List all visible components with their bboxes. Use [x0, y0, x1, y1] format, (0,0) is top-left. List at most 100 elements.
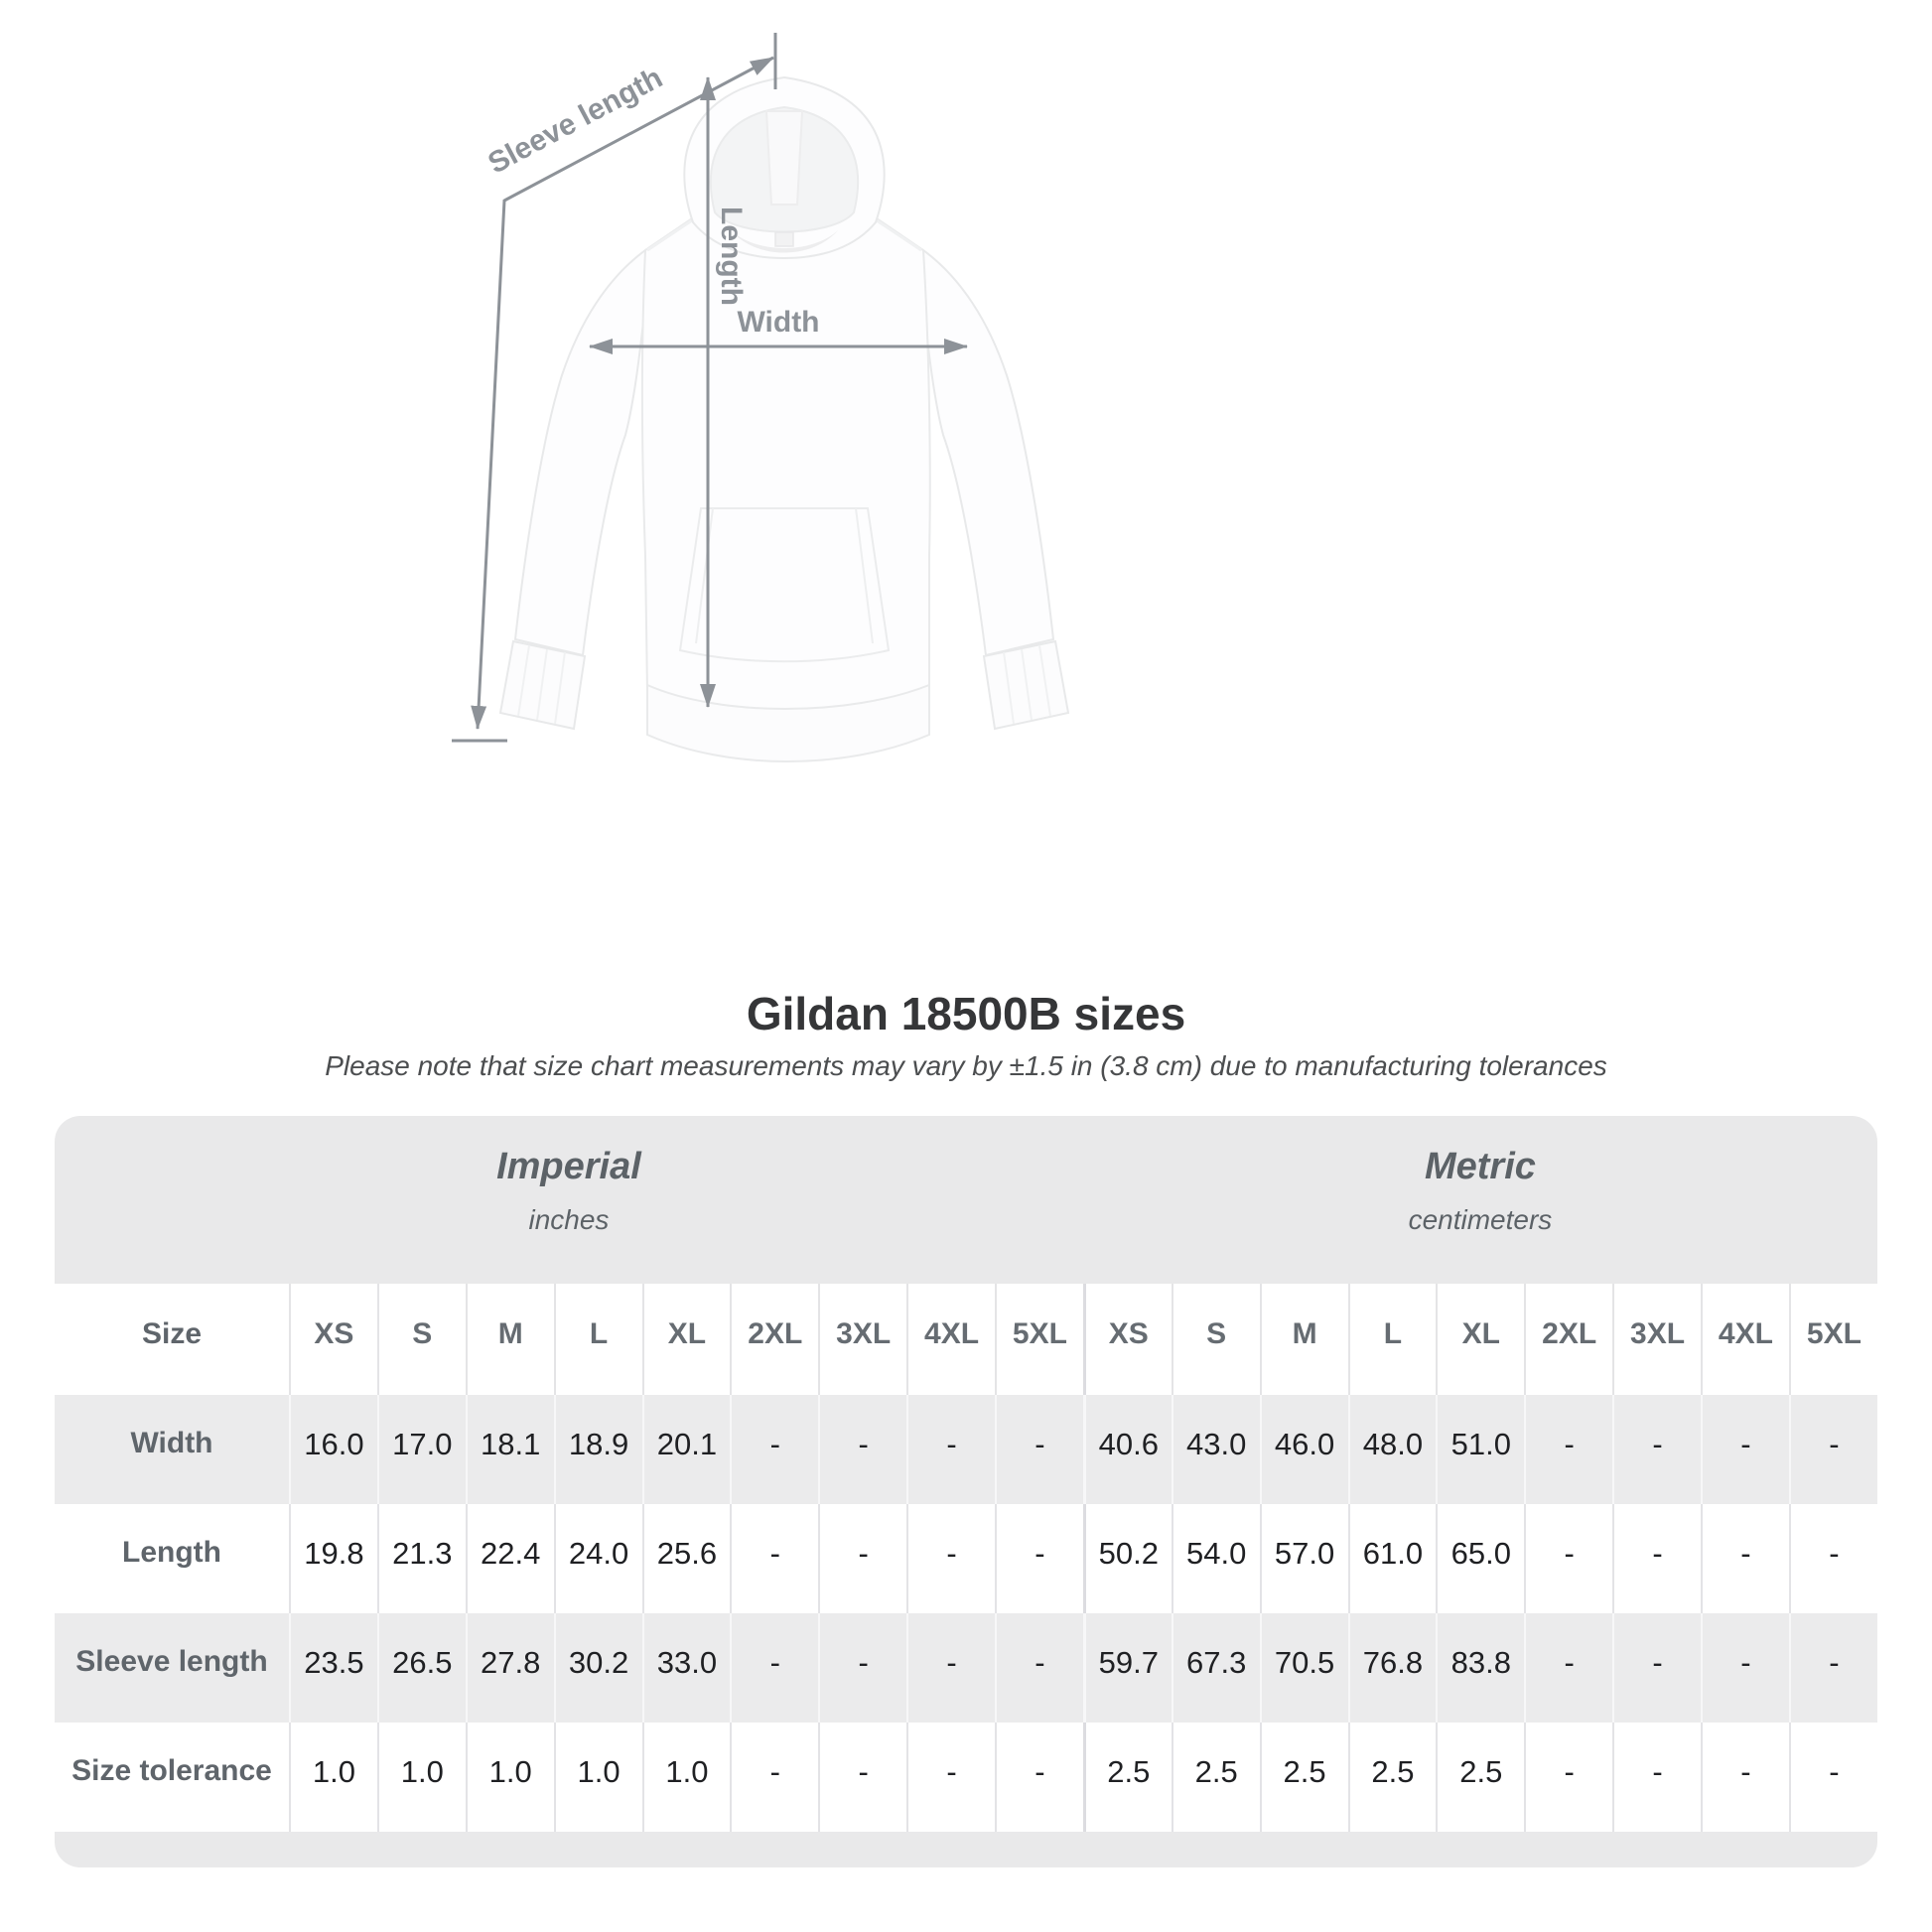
- size-value-cell: 1.0: [376, 1723, 466, 1832]
- size-value-cell: 76.8: [1347, 1613, 1437, 1723]
- size-value-cell: -: [1612, 1613, 1701, 1723]
- table-row: Length 19.8 21.3 22.4 24.0 25.6- - - -50.2 54.0 57…: [55, 1504, 1877, 1613]
- size-value-cell: 50.2: [1082, 1504, 1172, 1613]
- size-value-cell: 16.0: [289, 1395, 377, 1504]
- metric-unit: centimeters: [1408, 1204, 1553, 1235]
- metric-band: Metric centimeters: [1082, 1116, 1877, 1284]
- size-value-cell: 22.4: [465, 1504, 554, 1613]
- size-value-cell: -: [995, 1504, 1083, 1613]
- hoodie-pocket: [678, 507, 891, 663]
- size-value-cell: 1.0: [289, 1723, 377, 1832]
- size-column-header: S: [376, 1284, 466, 1395]
- page-title: Gildan 18500B sizes: [746, 988, 1186, 1039]
- size-table: Imperial inches Metric centimeters Size …: [55, 1116, 1877, 1867]
- size-value-cell: 2.5: [1171, 1723, 1260, 1832]
- size-value-cell: -: [730, 1613, 818, 1723]
- size-value-cell: 43.0: [1171, 1395, 1260, 1504]
- size-column-header: XL: [1436, 1284, 1525, 1395]
- size-value-cell: 65.0: [1436, 1504, 1524, 1613]
- size-value-cell: 70.5: [1259, 1613, 1348, 1723]
- size-value-cell: 83.8: [1436, 1613, 1524, 1723]
- size-value-cell: -: [730, 1395, 818, 1504]
- size-column-header: L: [1347, 1284, 1437, 1395]
- size-value-cell: -: [1788, 1395, 1877, 1504]
- size-value-cell: 18.1: [465, 1395, 554, 1504]
- size-value-cell: -: [730, 1723, 818, 1832]
- row-label: Length: [122, 1536, 221, 1569]
- size-value-cell: -: [818, 1395, 906, 1504]
- size-value-cell: -: [730, 1504, 818, 1613]
- size-column-header: S: [1171, 1284, 1260, 1395]
- table-row: Sleeve length 23.5 26.5 27.8 30.2 33.0- - - -59.…: [55, 1613, 1877, 1723]
- size-value-cell: 25.6: [641, 1504, 731, 1613]
- size-value-cell: 18.9: [553, 1395, 642, 1504]
- size-value-cell: -: [906, 1395, 995, 1504]
- size-column-header: 3XL: [1612, 1284, 1701, 1395]
- size-column-header: XS: [1082, 1284, 1172, 1395]
- length-label: Length: [715, 207, 748, 306]
- imperial-band: Imperial inches: [55, 1116, 1083, 1284]
- size-value-cell: -: [1788, 1723, 1877, 1832]
- size-column-header: M: [1259, 1284, 1348, 1395]
- size-value-cell: 2.5: [1347, 1723, 1437, 1832]
- footer-band-cell: [55, 1832, 1877, 1867]
- size-value-cell: 33.0: [641, 1613, 731, 1723]
- metric-label: Metric: [1424, 1146, 1536, 1187]
- size-value-cell: -: [1612, 1395, 1701, 1504]
- size-value-cell: -: [1701, 1504, 1789, 1613]
- width-label: Width: [737, 306, 819, 339]
- size-value-cell: -: [995, 1613, 1083, 1723]
- size-value-cell: 61.0: [1347, 1504, 1437, 1613]
- hoodie-illustration: [498, 75, 1070, 762]
- size-value-cell: 27.8: [465, 1613, 554, 1723]
- size-value-cell: 40.6: [1082, 1395, 1172, 1504]
- row-label: Width: [130, 1427, 213, 1459]
- size-column-header: XL: [641, 1284, 731, 1395]
- size-value-cell: 54.0: [1171, 1504, 1260, 1613]
- size-column-header: 3XL: [818, 1284, 907, 1395]
- size-value-cell: 2.5: [1436, 1723, 1524, 1832]
- size-value-cell: -: [1612, 1723, 1701, 1832]
- hood-back-panel: [764, 110, 804, 206]
- imperial-label: Imperial: [496, 1146, 641, 1187]
- table-row: Width 16.0 17.0 18.1 18.9 20.1- - - -40.6 43.0 46.…: [55, 1395, 1877, 1504]
- size-value-cell: -: [818, 1723, 906, 1832]
- size-value-cell: -: [818, 1504, 906, 1613]
- size-value-cell: 2.5: [1259, 1723, 1348, 1832]
- size-value-cell: -: [1701, 1613, 1789, 1723]
- hoodie-left-sleeve: [513, 248, 650, 657]
- size-value-cell: -: [1788, 1613, 1877, 1723]
- size-value-cell: 20.1: [641, 1395, 731, 1504]
- units-band-row: Imperial inches Metric centimeters: [55, 1116, 1877, 1284]
- size-column-title: Size: [55, 1284, 289, 1395]
- size-column-header: 4XL: [906, 1284, 995, 1395]
- size-value-cell: 67.3: [1171, 1613, 1260, 1723]
- size-value-cell: 23.5: [289, 1613, 377, 1723]
- size-value-cell: -: [906, 1723, 995, 1832]
- size-value-cell: 1.0: [465, 1723, 554, 1832]
- size-value-cell: -: [995, 1723, 1083, 1832]
- size-column-header: 5XL: [995, 1284, 1083, 1395]
- measurement-overlays: [452, 33, 968, 743]
- tolerance-note: Please note that size chart measurements…: [325, 1050, 1607, 1081]
- size-value-cell: -: [1524, 1723, 1612, 1832]
- size-column-header: M: [465, 1284, 554, 1395]
- size-value-cell: -: [818, 1613, 906, 1723]
- row-label: Sleeve length: [75, 1645, 268, 1678]
- size-value-cell: 19.8: [289, 1504, 377, 1613]
- size-value-cell: -: [906, 1613, 995, 1723]
- size-value-cell: 51.0: [1436, 1395, 1524, 1504]
- size-value-cell: -: [1524, 1395, 1612, 1504]
- neck-tag: [774, 231, 794, 247]
- size-value-cell: 48.0: [1347, 1395, 1437, 1504]
- size-value-cell: -: [1701, 1395, 1789, 1504]
- size-column-header: XS: [289, 1284, 377, 1395]
- size-value-cell: -: [906, 1504, 995, 1613]
- size-column-header: 2XL: [730, 1284, 819, 1395]
- size-value-cell: 24.0: [553, 1504, 642, 1613]
- size-value-cell: 46.0: [1259, 1395, 1348, 1504]
- row-label: Size tolerance: [71, 1754, 272, 1787]
- size-value-cell: 2.5: [1082, 1723, 1172, 1832]
- hoodie-right-sleeve: [918, 248, 1055, 657]
